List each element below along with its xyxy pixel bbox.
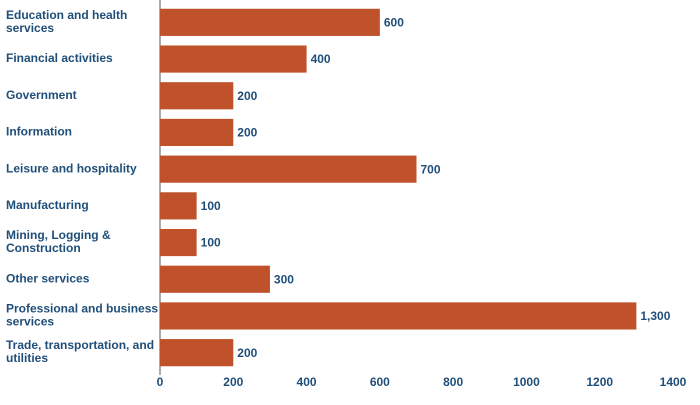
x-tick-label: 1000 <box>513 375 540 389</box>
value-label: 300 <box>274 272 294 286</box>
category-label: Information <box>6 125 72 139</box>
x-tick-label: 1200 <box>586 375 613 389</box>
category-label: Trade, transportation, and utilities <box>6 338 154 365</box>
bar <box>160 339 234 367</box>
category-label: Financial activities <box>6 51 113 65</box>
bar <box>160 45 307 73</box>
x-tick-label: 600 <box>370 375 390 389</box>
x-tick-label: 1400 <box>660 375 687 389</box>
category-label: Education and health services <box>6 8 127 35</box>
category-label: Manufacturing <box>6 198 89 212</box>
category-label: Government <box>6 88 77 102</box>
x-tick-label: 800 <box>443 375 463 389</box>
bar <box>160 302 637 330</box>
bar <box>160 155 417 183</box>
value-label: 100 <box>201 236 221 250</box>
category-label: Other services <box>6 271 90 285</box>
value-label: 1,300 <box>640 309 670 323</box>
category-label: Leisure and hospitality <box>6 161 137 175</box>
bar <box>160 118 234 147</box>
x-tick-label: 0 <box>157 375 164 389</box>
x-tick-label: 400 <box>297 375 317 389</box>
bar <box>160 192 197 220</box>
value-label: 400 <box>311 52 331 66</box>
bar <box>160 8 380 36</box>
value-label: 200 <box>237 126 257 140</box>
x-tick-label: 200 <box>223 375 243 389</box>
bar <box>160 228 197 257</box>
value-label: 200 <box>237 89 257 103</box>
category-label: Mining, Logging & Construction <box>6 228 111 255</box>
value-label: 600 <box>384 16 404 30</box>
value-label: 700 <box>421 162 441 176</box>
category-label: Professional and business services <box>6 302 158 329</box>
bar <box>160 265 270 293</box>
value-label: 100 <box>201 199 221 213</box>
bar <box>160 82 234 110</box>
value-label: 200 <box>237 346 257 360</box>
